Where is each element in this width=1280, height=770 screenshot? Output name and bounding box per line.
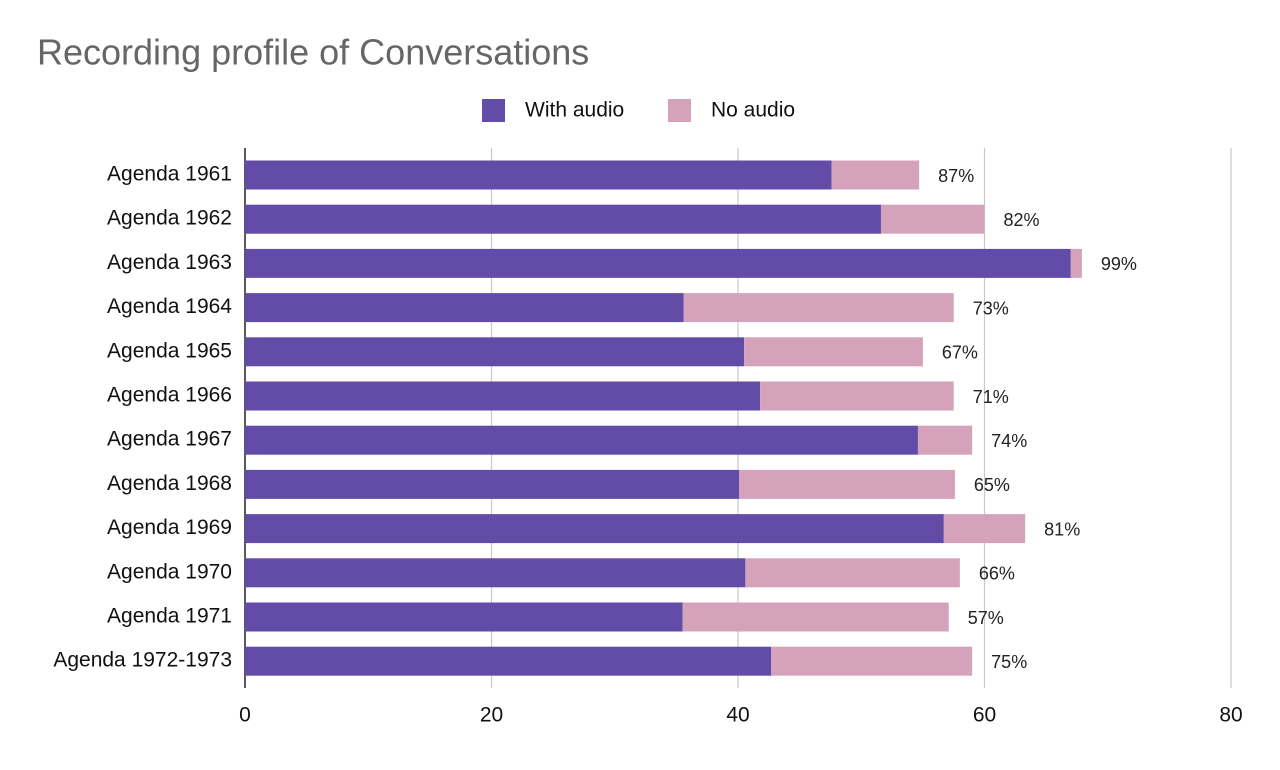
y-tick-label: Agenda 1972-1973 (53, 649, 232, 672)
legend-label: No audio (711, 99, 795, 122)
y-tick-label: Agenda 1971 (107, 605, 232, 628)
bar-label: 82% (1004, 210, 1040, 230)
x-tick-label: 40 (726, 704, 749, 727)
bar (880, 204, 985, 234)
bar (943, 514, 1026, 544)
bar (245, 293, 684, 323)
bar (1070, 248, 1082, 278)
bar (245, 646, 772, 676)
bar-label: 57% (968, 608, 1004, 628)
legend-swatch (668, 99, 691, 122)
y-tick-label: Agenda 1961 (107, 163, 232, 186)
bar (683, 293, 954, 323)
bar-label: 65% (974, 475, 1010, 495)
bar-label: 81% (1044, 519, 1080, 539)
bar (245, 160, 832, 190)
bar (245, 248, 1071, 278)
bar (744, 337, 923, 367)
bar-label: 71% (973, 387, 1009, 407)
bar (760, 381, 954, 411)
y-tick-label: Agenda 1963 (107, 251, 232, 274)
x-tick-label: 20 (480, 704, 503, 727)
bar (771, 646, 973, 676)
chart-title: Recording profile of Conversations (37, 32, 589, 73)
bar (917, 425, 973, 455)
bar (245, 337, 745, 367)
bar (245, 204, 881, 234)
bar-label: 75% (991, 652, 1027, 672)
bar (739, 469, 955, 499)
y-tick-label: Agenda 1967 (107, 428, 232, 451)
x-tick-label: 60 (973, 704, 996, 727)
bar-label: 99% (1101, 254, 1137, 274)
bar (245, 469, 740, 499)
y-tick-label: Agenda 1962 (107, 207, 232, 230)
bar (245, 558, 746, 588)
bar-label: 67% (942, 343, 978, 363)
x-tick-label: 0 (239, 704, 251, 727)
y-tick-label: Agenda 1966 (107, 384, 232, 407)
y-tick-label: Agenda 1968 (107, 472, 232, 495)
x-tick-label: 80 (1219, 704, 1242, 727)
y-tick-label: Agenda 1970 (107, 560, 232, 583)
y-tick-label: Agenda 1964 (107, 295, 232, 318)
bar-label: 74% (991, 431, 1027, 451)
bar (831, 160, 920, 190)
legend-label: With audio (525, 99, 624, 122)
legend-swatch (482, 99, 505, 122)
bar-label: 73% (973, 298, 1009, 318)
y-tick-label: Agenda 1965 (107, 339, 232, 362)
bar (245, 425, 918, 455)
bar (245, 602, 683, 632)
bar-label: 66% (979, 564, 1015, 584)
bar (745, 558, 960, 588)
bar-label: 87% (938, 166, 974, 186)
y-tick-label: Agenda 1969 (107, 516, 232, 539)
bar (245, 514, 944, 544)
bar (682, 602, 949, 632)
bar (245, 381, 761, 411)
